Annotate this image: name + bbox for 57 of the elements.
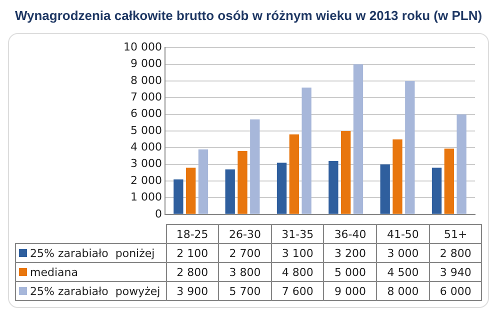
data-label: 8 000 [376,282,430,300]
bar [405,80,415,214]
y-tick-label: 9 000 [130,57,162,70]
y-tick-label: 8 000 [130,74,162,87]
x-tick-label: 41-50 [376,224,430,244]
y-tick-label: 5 000 [130,124,162,137]
y-tick-label: 1 000 [130,190,162,204]
data-label: 2 700 [218,244,272,262]
y-tick-label: 10 000 [124,40,162,54]
bar [250,119,260,214]
bar [380,164,390,214]
x-tick-label: 51+ [429,224,482,244]
y-tick-label: 7 000 [130,90,162,104]
bar [328,161,338,214]
bar [353,64,364,214]
data-label: 6 000 [429,282,482,300]
data-label: 3 940 [429,262,482,282]
bar [392,139,402,214]
bar [276,162,287,214]
data-label: 3 800 [218,262,272,282]
bar [432,168,442,214]
data-label: 4 500 [376,262,430,282]
data-label: 7 600 [271,282,324,300]
data-label: 9 000 [324,282,377,300]
x-tick-label: 18-25 [166,224,219,244]
y-tick-label: 3 000 [130,157,162,170]
legend-label: 25% zarabiało powyżej [30,284,160,298]
chart-title: Wynagrodzenia całkowite brutto osób w różnym wieku w 2013 roku (w PLN) [14,8,484,23]
data-label: 4 800 [271,262,324,282]
bar [186,168,196,214]
y-tick-label: 2 000 [130,174,162,187]
data-label: 5 700 [218,282,272,300]
data-label: 5 000 [324,262,377,282]
x-tick-label: 36-40 [324,224,377,244]
legend-label: mediana [30,266,78,278]
data-label: 3 900 [166,282,219,300]
bar [302,88,312,214]
y-tick-label: 0 [155,207,162,220]
x-tick-label: 26-30 [218,224,272,244]
data-label: 2 100 [166,244,219,262]
bar [289,134,300,214]
bar [198,149,208,214]
bar [456,114,466,214]
data-label: 3 100 [271,244,324,262]
bar [174,179,184,214]
data-label: 3 200 [324,244,377,262]
bar [341,131,351,214]
legend-label: 25% zarabiało poniżej [30,246,155,260]
data-label: 2 800 [166,262,219,282]
data-label: 2 800 [429,244,482,262]
bar [444,148,454,214]
data-label: 3 000 [376,244,430,262]
y-tick-label: 4 000 [130,140,162,154]
bar [225,169,235,214]
y-tick-label: 6 000 [130,107,162,120]
bar [238,151,248,214]
x-tick-label: 31-35 [271,224,324,244]
